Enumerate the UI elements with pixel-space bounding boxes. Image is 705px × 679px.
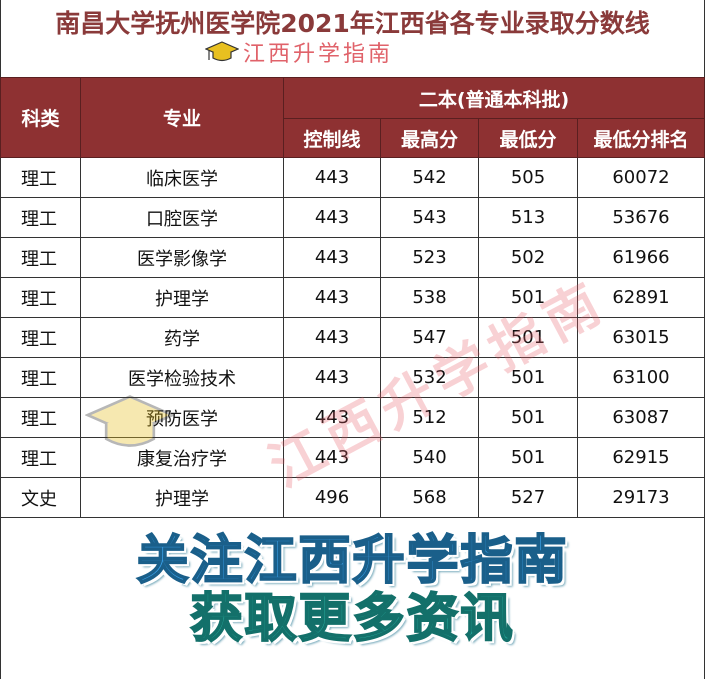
cell-max: 568 — [380, 477, 479, 518]
cell-major: 护理学 — [80, 277, 284, 318]
cell-major: 药学 — [80, 317, 284, 358]
brand-name: 江西升学指南 — [243, 42, 394, 67]
table-row: 理工 康复治疗学 443 540 501 62915 — [0, 437, 705, 478]
cell-max: 542 — [380, 157, 479, 198]
cell-control: 443 — [283, 317, 381, 358]
cell-min: 501 — [478, 397, 578, 438]
table-row: 理工 预防医学 443 512 501 63087 — [0, 397, 705, 438]
table-row: 理工 护理学 443 538 501 62891 — [0, 277, 705, 318]
cell-min-rank: 60072 — [577, 157, 705, 198]
table-row: 理工 口腔医学 443 543 513 53676 — [0, 197, 705, 238]
cell-max: 547 — [380, 317, 479, 358]
cell-control: 443 — [283, 197, 381, 238]
table-row: 文史 护理学 496 568 527 29173 — [0, 477, 705, 518]
follow-banner: 关注江西升学指南 获取更多资讯 — [0, 531, 705, 649]
cell-category: 理工 — [0, 357, 81, 398]
cell-min: 501 — [478, 357, 578, 398]
cell-control: 443 — [283, 157, 381, 198]
header-control: 控制线 — [283, 118, 381, 158]
table-row: 理工 药学 443 547 501 63015 — [0, 317, 705, 358]
cell-category: 理工 — [0, 157, 81, 198]
cell-major: 临床医学 — [80, 157, 284, 198]
cell-min-rank: 63100 — [577, 357, 705, 398]
cell-control: 443 — [283, 397, 381, 438]
cell-min-rank: 29173 — [577, 477, 705, 518]
graduation-cap-icon — [205, 41, 239, 62]
cell-min: 501 — [478, 317, 578, 358]
cell-control: 443 — [283, 437, 381, 478]
cell-min-rank: 62891 — [577, 277, 705, 318]
cell-max: 540 — [380, 437, 479, 478]
cell-control: 496 — [283, 477, 381, 518]
cell-min: 505 — [478, 157, 578, 198]
cell-min-rank: 61966 — [577, 237, 705, 278]
table-row: 理工 医学影像学 443 523 502 61966 — [0, 237, 705, 278]
cell-max: 523 — [380, 237, 479, 278]
brand-subtitle: 江西升学指南 — [205, 36, 393, 68]
page-title: 南昌大学抚州医学院2021年江西省各专业录取分数线 — [55, 9, 650, 38]
banner-line-2: 获取更多资讯 — [189, 589, 515, 649]
cell-control: 443 — [283, 357, 381, 398]
cell-min: 513 — [478, 197, 578, 238]
cell-max: 512 — [380, 397, 479, 438]
cell-max: 532 — [380, 357, 479, 398]
cell-category: 理工 — [0, 397, 81, 438]
cell-min-rank: 62915 — [577, 437, 705, 478]
cell-min-rank: 63015 — [577, 317, 705, 358]
banner-line-1: 关注江西升学指南 — [135, 531, 569, 591]
cell-major: 医学影像学 — [80, 237, 284, 278]
cell-min: 502 — [478, 237, 578, 278]
cell-category: 理工 — [0, 197, 81, 238]
cell-major: 康复治疗学 — [80, 437, 284, 478]
header-major: 专业 — [80, 77, 284, 158]
cell-min: 501 — [478, 277, 578, 318]
watermark-cap-icon — [85, 395, 175, 447]
cell-max: 538 — [380, 277, 479, 318]
cell-category: 理工 — [0, 317, 81, 358]
cell-major: 护理学 — [80, 477, 284, 518]
header-min: 最低分 — [478, 118, 578, 158]
cell-control: 443 — [283, 277, 381, 318]
cell-min: 501 — [478, 437, 578, 478]
cell-control: 443 — [283, 237, 381, 278]
cell-max: 543 — [380, 197, 479, 238]
cell-category: 理工 — [0, 437, 81, 478]
header-batch: 二本(普通本科批) — [283, 77, 705, 119]
table-row: 理工 临床医学 443 542 505 60072 — [0, 157, 705, 198]
header-min-rank: 最低分排名 — [577, 118, 705, 158]
cell-min: 527 — [478, 477, 578, 518]
cell-major: 口腔医学 — [80, 197, 284, 238]
cell-category: 理工 — [0, 277, 81, 318]
score-table: 科类 专业 二本(普通本科批) 控制线 最高分 最低分 最低分排名 理工 临床医学… — [0, 77, 705, 518]
header-category: 科类 — [0, 77, 81, 158]
cell-major: 预防医学 — [80, 397, 284, 438]
cell-min-rank: 53676 — [577, 197, 705, 238]
cell-category: 文史 — [0, 477, 81, 518]
table-row: 理工 医学检验技术 443 532 501 63100 — [0, 357, 705, 398]
cell-min-rank: 63087 — [577, 397, 705, 438]
cell-category: 理工 — [0, 237, 81, 278]
header-max: 最高分 — [380, 118, 479, 158]
